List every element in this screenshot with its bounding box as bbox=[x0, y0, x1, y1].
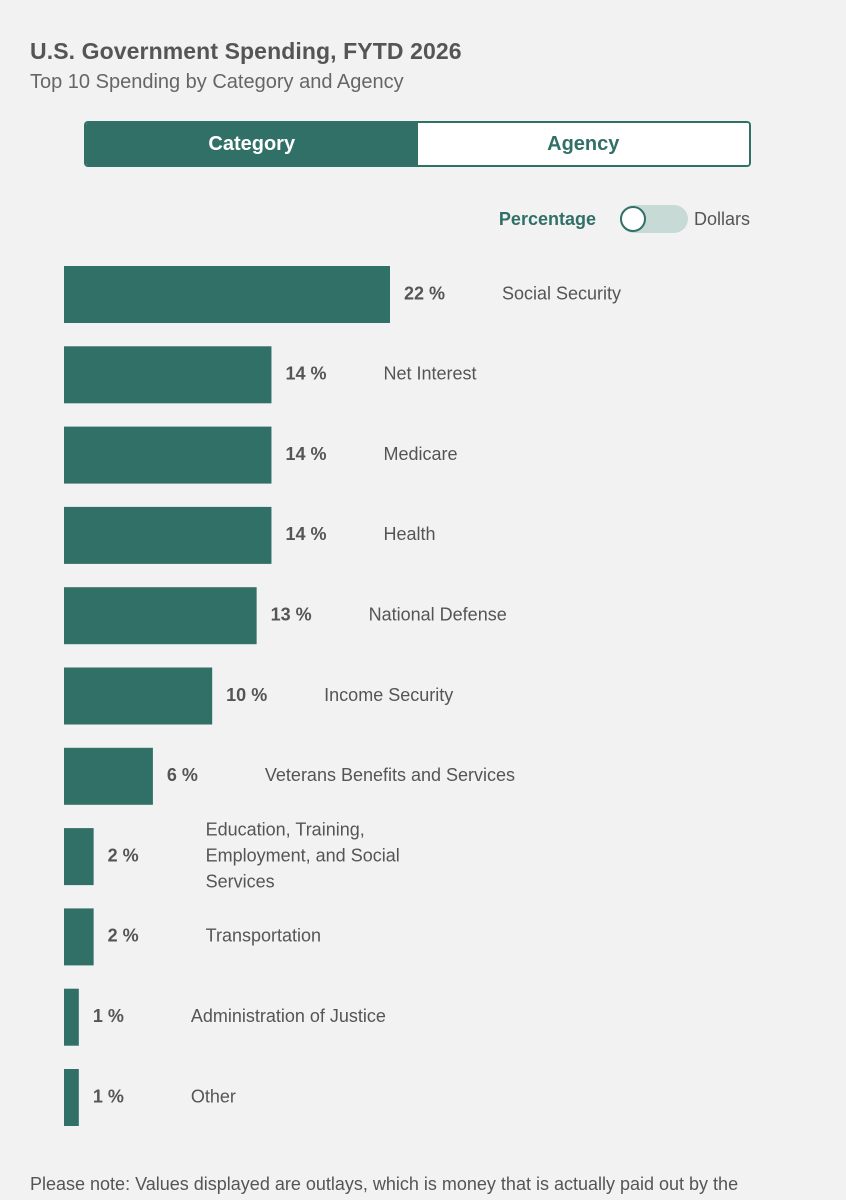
bar-value-label: 22 % bbox=[404, 283, 445, 303]
bar-value-label: 14 % bbox=[285, 444, 326, 464]
category-label-line: Veterans Benefits and Services bbox=[265, 765, 515, 785]
category-label-line: Medicare bbox=[383, 444, 457, 464]
category-label-line: Employment, and Social bbox=[206, 845, 400, 865]
category-label-line: Transportation bbox=[206, 926, 321, 946]
bar-category-label: Transportation bbox=[206, 926, 321, 946]
toggle-label-dollars[interactable]: Dollars bbox=[693, 208, 750, 229]
bar-value-label: 1 % bbox=[93, 1006, 124, 1026]
bar-value-label: 14 % bbox=[285, 364, 326, 384]
bar-value-label: 1 % bbox=[93, 1086, 124, 1106]
bar-category-label: Income Security bbox=[324, 685, 453, 705]
bar-category-label: Veterans Benefits and Services bbox=[265, 765, 515, 785]
bar-value-label: 2 % bbox=[108, 845, 139, 865]
bar-category-label: Other bbox=[191, 1086, 236, 1106]
bar-6[interactable] bbox=[64, 747, 153, 805]
bar-0[interactable] bbox=[64, 266, 390, 323]
category-label-line: Income Security bbox=[324, 685, 453, 705]
bar-category-label: Social Security bbox=[502, 283, 621, 303]
category-label-line: Social Security bbox=[502, 283, 621, 303]
view-tabs: Category Agency bbox=[84, 121, 751, 167]
bar-value-label: 6 % bbox=[167, 765, 198, 785]
bar-value-label: 14 % bbox=[285, 524, 326, 544]
footer-note: Please note: Values displayed are outlay… bbox=[30, 1174, 739, 1194]
category-label-line: National Defense bbox=[369, 604, 507, 624]
category-label-line: Administration of Justice bbox=[191, 1006, 386, 1026]
spending-bar-chart: 22 % Social Security 14 % Net Interest 14 % M… bbox=[64, 266, 621, 1126]
bar-category-label: Net Interest bbox=[383, 364, 476, 384]
tab-agency[interactable]: Agency bbox=[417, 123, 749, 165]
category-label-line: Health bbox=[383, 524, 435, 544]
bar-2[interactable] bbox=[64, 426, 272, 484]
bar-value-label: 13 % bbox=[271, 604, 312, 624]
toggle-label-percentage[interactable]: Percentage bbox=[498, 208, 596, 229]
page-title: U.S. Government Spending, FYTD 2026 bbox=[30, 38, 462, 64]
bar-value-label: 2 % bbox=[108, 926, 139, 946]
category-label-line: Other bbox=[191, 1086, 236, 1106]
bar-value-label: 10 % bbox=[226, 685, 267, 705]
category-label-line: Services bbox=[206, 871, 275, 891]
bar-1[interactable] bbox=[64, 346, 272, 404]
toggle-knob bbox=[619, 206, 646, 232]
category-label-line: Education, Training, bbox=[206, 819, 365, 839]
unit-toggle: Percentage Dollars bbox=[499, 205, 750, 233]
bar-3[interactable] bbox=[64, 506, 272, 564]
bar-category-label: Education, Training, Employment, and Soci… bbox=[206, 819, 400, 891]
bar-category-label: Medicare bbox=[383, 444, 457, 464]
unit-toggle-switch[interactable] bbox=[619, 205, 688, 233]
page-subtitle: Top 10 Spending by Category and Agency bbox=[30, 71, 404, 93]
bar-category-label: Health bbox=[383, 524, 435, 544]
bar-category-label: Administration of Justice bbox=[191, 1006, 386, 1026]
bar-category-label: National Defense bbox=[369, 604, 507, 624]
bar-8[interactable] bbox=[64, 908, 94, 966]
bar-10[interactable] bbox=[64, 1069, 79, 1126]
bar-5[interactable] bbox=[64, 667, 213, 725]
category-label-line: Net Interest bbox=[383, 364, 476, 384]
bar-7[interactable] bbox=[64, 828, 94, 886]
bar-9[interactable] bbox=[64, 988, 79, 1046]
tab-category[interactable]: Category bbox=[86, 123, 418, 165]
bar-4[interactable] bbox=[64, 587, 257, 645]
